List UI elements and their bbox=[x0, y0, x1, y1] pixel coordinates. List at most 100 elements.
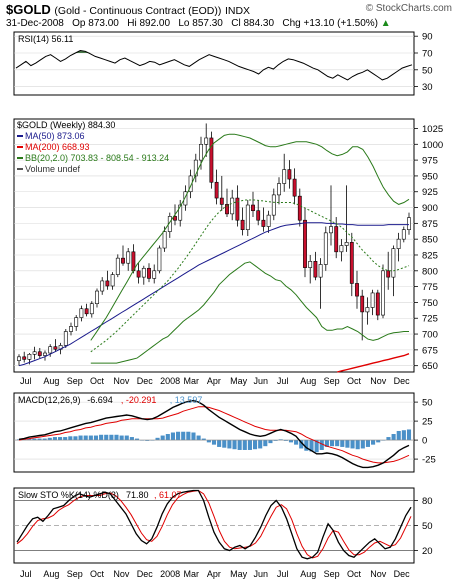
low-value: Lo 857.30 bbox=[178, 18, 223, 29]
stochastic-xtick-label: Nov bbox=[113, 569, 130, 579]
price-ytick-label: 950 bbox=[422, 171, 438, 182]
macd-ytick-label: 0 bbox=[422, 436, 427, 447]
bb-mid-line bbox=[90, 199, 410, 353]
candle-up bbox=[401, 229, 406, 240]
price-xtick-label: 2008 bbox=[160, 376, 180, 386]
price-xtick-label: May bbox=[230, 376, 248, 386]
macd-histogram-bar bbox=[186, 431, 191, 441]
symbol: $GOLD bbox=[6, 2, 51, 17]
ma-50--line bbox=[18, 222, 409, 367]
candle-up bbox=[17, 356, 21, 361]
macd-histogram-bar bbox=[129, 437, 134, 441]
stochastic-ytick-label: 20 bbox=[422, 546, 433, 557]
macd-histogram-bar bbox=[181, 431, 186, 441]
stochastic-xtick-label: May bbox=[230, 569, 248, 579]
macd-histogram-bar bbox=[119, 435, 124, 441]
macd-histogram-bar bbox=[288, 440, 294, 443]
macd-histogram-bar bbox=[273, 440, 278, 441]
macd-ytick-label: -25 bbox=[422, 455, 436, 466]
candle-down bbox=[219, 197, 224, 205]
price-xtick-label: Dec bbox=[394, 376, 411, 386]
macd-histogram-bar bbox=[263, 440, 268, 447]
candle-down bbox=[292, 178, 297, 197]
stochastic-xtick-label: Jul bbox=[277, 569, 289, 579]
price-xtick-label: Jul bbox=[277, 376, 289, 386]
change-arrow-icon: ▲ bbox=[380, 18, 391, 29]
symbol-description: (Gold - Continuous Contract (EOD)) bbox=[54, 5, 222, 17]
macd-histogram-bar bbox=[258, 440, 263, 449]
macd-histogram-bar bbox=[32, 438, 37, 441]
candle-down bbox=[225, 204, 229, 215]
candle-up bbox=[407, 217, 411, 230]
candle-down bbox=[214, 181, 219, 199]
candle-down bbox=[251, 204, 255, 212]
candle-up bbox=[27, 353, 32, 360]
macd-histogram-bar bbox=[42, 438, 47, 441]
candle-up bbox=[89, 303, 94, 315]
macd-histogram-bar bbox=[160, 435, 165, 441]
stochastic-d-line bbox=[16, 489, 412, 559]
stochastic-ytick-label: 80 bbox=[422, 496, 433, 507]
ma50-legend: MA(50) 873.06 bbox=[25, 131, 85, 141]
candle-up bbox=[277, 183, 281, 196]
candle-up bbox=[266, 214, 271, 227]
candle-up bbox=[79, 308, 84, 318]
price-ytick-label: 975 bbox=[422, 156, 438, 167]
stochastic-xtick-label: Aug bbox=[300, 569, 316, 579]
price-ytick-label: 800 bbox=[422, 266, 438, 277]
candle-up bbox=[339, 245, 344, 253]
price-xtick-label: Nov bbox=[113, 376, 130, 386]
macd-histogram-bar bbox=[268, 440, 273, 444]
candle-down bbox=[386, 270, 391, 278]
candle-up bbox=[193, 159, 198, 177]
macd-histogram-bar bbox=[253, 440, 258, 450]
stochastic-xtick-label: 2008 bbox=[160, 569, 180, 579]
candle-up bbox=[100, 280, 105, 292]
candle-up bbox=[115, 257, 120, 275]
macd-histogram-bar bbox=[396, 430, 401, 441]
candle-up bbox=[126, 251, 131, 264]
macd-histogram-bar bbox=[145, 440, 150, 441]
candle-up bbox=[141, 267, 146, 278]
macd-ytick-label: 50 bbox=[422, 398, 433, 409]
price-xtick-label: Sep bbox=[67, 376, 83, 386]
stochastic-xtick-label: Aug bbox=[43, 569, 59, 579]
rsi-ytick-label: 50 bbox=[422, 65, 433, 76]
macd-histogram-bar bbox=[237, 440, 242, 450]
candle-up bbox=[183, 191, 188, 206]
candle-up bbox=[344, 242, 349, 246]
candle-up bbox=[230, 197, 235, 215]
candle-up bbox=[43, 352, 47, 356]
macd-histogram-bar bbox=[170, 432, 175, 441]
candle-up bbox=[48, 346, 53, 354]
macd-signal-line bbox=[18, 406, 410, 464]
candle-up bbox=[69, 326, 73, 332]
macd-histogram-bar bbox=[88, 435, 93, 441]
candle-up bbox=[204, 137, 209, 145]
candle-up bbox=[162, 231, 167, 249]
bb-upper-line bbox=[90, 133, 410, 341]
macd-histogram-bar bbox=[206, 440, 211, 443]
stochastic-xtick-label: Nov bbox=[370, 569, 387, 579]
chart-title: $GOLD (Gold - Continuous Contract (EOD))… bbox=[6, 2, 250, 17]
candle-down bbox=[105, 280, 110, 287]
candle-down bbox=[84, 308, 89, 315]
macd-histogram-bar bbox=[93, 435, 99, 441]
candle-down bbox=[235, 197, 240, 221]
candle-up bbox=[318, 264, 323, 278]
candle-up bbox=[95, 290, 99, 304]
macd-histogram-bar bbox=[335, 440, 340, 447]
candle-up bbox=[329, 226, 333, 234]
macd-histogram-bar bbox=[73, 436, 78, 441]
macd-histogram-bar bbox=[134, 438, 140, 441]
ma200-legend: MA(200) 668.93 bbox=[25, 142, 90, 152]
histogram-value: , 13.597 bbox=[170, 395, 203, 405]
price-ytick-label: 775 bbox=[422, 282, 438, 293]
price-xtick-label: Nov bbox=[370, 376, 387, 386]
macd-histogram-bar bbox=[222, 440, 227, 448]
macd-histogram-bar bbox=[52, 437, 57, 441]
macd-histogram-bar bbox=[191, 432, 196, 441]
candle-up bbox=[157, 247, 162, 272]
ma-200--line bbox=[337, 353, 410, 373]
